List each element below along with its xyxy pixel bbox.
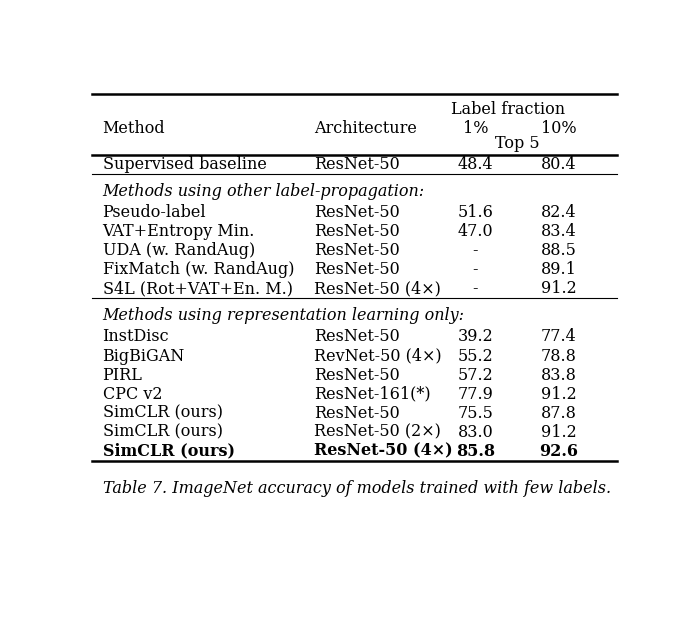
Text: Top 5: Top 5 <box>495 135 539 152</box>
Text: Methods using representation learning only:: Methods using representation learning on… <box>102 307 464 324</box>
Text: ResNet-50: ResNet-50 <box>314 367 400 383</box>
Text: ResNet-50: ResNet-50 <box>314 404 400 422</box>
Text: 48.4: 48.4 <box>457 156 493 173</box>
Text: 83.8: 83.8 <box>540 367 576 383</box>
Text: 77.9: 77.9 <box>457 386 493 403</box>
Text: Label fraction: Label fraction <box>451 101 565 117</box>
Text: 91.2: 91.2 <box>540 424 576 440</box>
Text: -: - <box>473 280 478 297</box>
Text: 91.2: 91.2 <box>540 280 576 297</box>
Text: Methods using other label-propagation:: Methods using other label-propagation: <box>102 182 425 200</box>
Text: SimCLR (ours): SimCLR (ours) <box>102 424 223 440</box>
Text: S4L (Rot+VAT+En. M.): S4L (Rot+VAT+En. M.) <box>102 280 293 297</box>
Text: CPC v2: CPC v2 <box>102 386 162 403</box>
Text: 87.8: 87.8 <box>540 404 576 422</box>
Text: 89.1: 89.1 <box>540 261 576 278</box>
Text: 55.2: 55.2 <box>457 347 493 365</box>
Text: Architecture: Architecture <box>314 119 417 137</box>
Text: ResNet-50: ResNet-50 <box>314 156 400 173</box>
Text: 83.4: 83.4 <box>540 223 576 240</box>
Text: 10%: 10% <box>540 119 576 137</box>
Text: SimCLR (ours): SimCLR (ours) <box>102 404 223 422</box>
Text: -: - <box>473 242 478 259</box>
Text: InstDisc: InstDisc <box>102 329 170 345</box>
Text: UDA (w. RandAug): UDA (w. RandAug) <box>102 242 255 259</box>
Text: VAT+Entropy Min.: VAT+Entropy Min. <box>102 223 255 240</box>
Text: ResNet-50: ResNet-50 <box>314 261 400 278</box>
Text: RevNet-50 (4×): RevNet-50 (4×) <box>314 347 442 365</box>
Text: 83.0: 83.0 <box>457 424 493 440</box>
Text: -: - <box>473 261 478 278</box>
Text: ResNet-50 (4×): ResNet-50 (4×) <box>314 280 441 297</box>
Text: 88.5: 88.5 <box>540 242 576 259</box>
Text: Table 7. ImageNet accuracy of models trained with few labels.: Table 7. ImageNet accuracy of models tra… <box>102 480 611 498</box>
Text: BigBiGAN: BigBiGAN <box>102 347 185 365</box>
Text: 47.0: 47.0 <box>457 223 493 240</box>
Text: 82.4: 82.4 <box>540 204 576 221</box>
Text: ResNet-50 (2×): ResNet-50 (2×) <box>314 424 441 440</box>
Text: ResNet-50: ResNet-50 <box>314 223 400 240</box>
Text: 80.4: 80.4 <box>540 156 576 173</box>
Text: ResNet-50: ResNet-50 <box>314 242 400 259</box>
Text: SimCLR (ours): SimCLR (ours) <box>102 443 235 460</box>
Text: 75.5: 75.5 <box>457 404 493 422</box>
Text: 57.2: 57.2 <box>457 367 493 383</box>
Text: ResNet-50 (4×): ResNet-50 (4×) <box>314 443 453 460</box>
Text: ResNet-50: ResNet-50 <box>314 204 400 221</box>
Text: 85.8: 85.8 <box>456 443 495 460</box>
Text: FixMatch (w. RandAug): FixMatch (w. RandAug) <box>102 261 294 278</box>
Text: 92.6: 92.6 <box>539 443 578 460</box>
Text: ResNet-161(*): ResNet-161(*) <box>314 386 431 403</box>
Text: 39.2: 39.2 <box>457 329 493 345</box>
Text: Supervised baseline: Supervised baseline <box>102 156 266 173</box>
Text: 1%: 1% <box>462 119 488 137</box>
Text: Method: Method <box>102 119 165 137</box>
Text: 77.4: 77.4 <box>540 329 576 345</box>
Text: PIRL: PIRL <box>102 367 143 383</box>
Text: 91.2: 91.2 <box>540 386 576 403</box>
Text: Pseudo-label: Pseudo-label <box>102 204 206 221</box>
Text: 51.6: 51.6 <box>457 204 493 221</box>
Text: ResNet-50: ResNet-50 <box>314 329 400 345</box>
Text: 78.8: 78.8 <box>540 347 576 365</box>
